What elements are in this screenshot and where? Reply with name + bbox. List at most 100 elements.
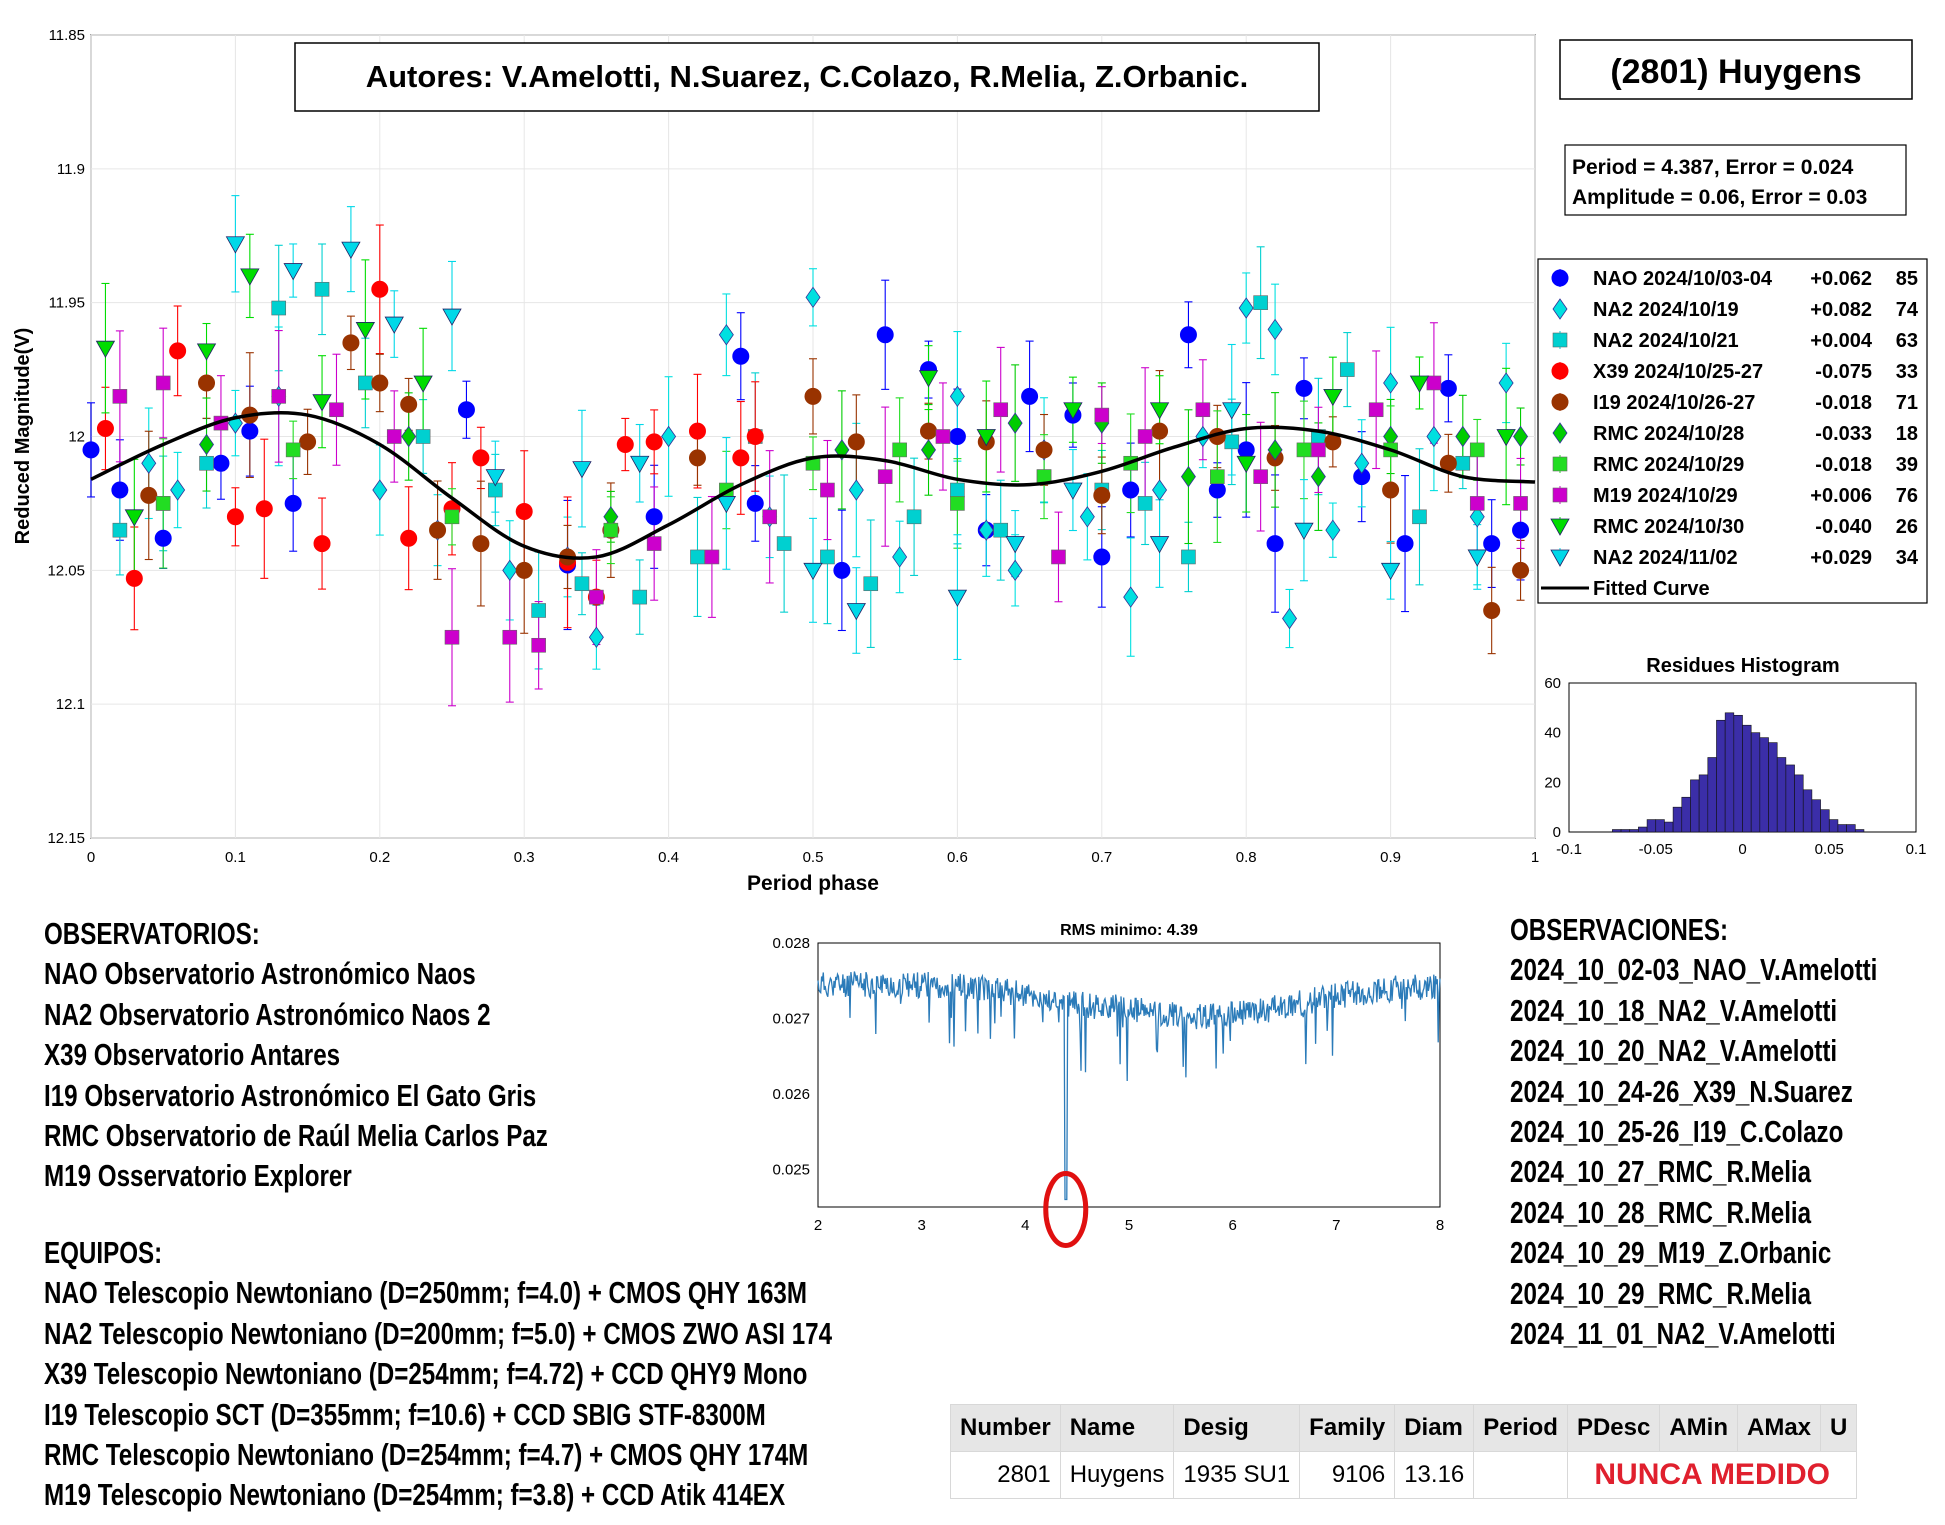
rms-x-tick: 6: [1228, 1217, 1236, 1234]
equipos-heading: EQUIPOS:: [44, 1235, 163, 1270]
data-point: [312, 394, 332, 412]
legend-label: RMC 2024/10/29: [1593, 454, 1744, 476]
data-point: [358, 375, 373, 391]
legend-offset: +0.004: [1810, 330, 1873, 352]
data-point: [1079, 506, 1095, 528]
y-tick-label: 11.95: [49, 295, 85, 312]
legend-count: 85: [1896, 268, 1918, 290]
legend-offset: +0.029: [1810, 547, 1872, 569]
data-point: [1295, 379, 1313, 397]
observaciones-heading: OBSERVACIONES:: [1510, 912, 1729, 947]
data-point: [1021, 387, 1039, 405]
data-point: [1005, 536, 1025, 554]
table-header: Desig: [1173, 1404, 1301, 1452]
data-point: [384, 316, 404, 334]
data-point: [1181, 549, 1196, 565]
data-point: [112, 389, 128, 404]
observatorio-item: I19 Observatorio Astronómico El Gato Gri…: [44, 1077, 537, 1113]
cell-number: 2801: [950, 1451, 1061, 1499]
data-point: [1496, 429, 1516, 447]
table-header: PDesc: [1566, 1404, 1661, 1452]
data-point: [1137, 496, 1153, 511]
data-point: [255, 500, 273, 518]
data-point: [776, 536, 792, 551]
data-point: [1455, 425, 1471, 448]
data-point: [1483, 601, 1501, 619]
data-point: [1222, 402, 1242, 420]
histogram-bar: [1698, 774, 1709, 833]
histogram-bar: [1733, 714, 1743, 833]
data-point: [429, 521, 447, 539]
observatorio-item: X39 Observatorio Antares: [44, 1037, 341, 1073]
histogram-bar: [1672, 806, 1683, 833]
observacion-item: 2024_10_28_RMC_R.Melia: [1510, 1194, 1812, 1230]
cell-period: [1473, 1451, 1568, 1499]
observaciones-block: OBSERVACIONES: 2024_10_02-03_NAO_V.Amelo…: [1510, 910, 1877, 1354]
histogram-title: Residues Histogram: [1646, 655, 1839, 677]
histogram-bar: [1820, 809, 1830, 833]
data-point: [732, 449, 750, 467]
histogram-y-tick: 60: [1544, 675, 1561, 692]
data-point: [762, 509, 777, 525]
legend-marker: [1552, 487, 1568, 503]
legend-count: 26: [1896, 516, 1918, 538]
data-point: [950, 482, 965, 498]
data-point: [1498, 372, 1514, 394]
data-point: [630, 455, 650, 474]
data-point: [1469, 442, 1485, 458]
data-point: [444, 509, 460, 525]
histogram-bar: [1612, 829, 1622, 833]
histogram-x-tick: -0.05: [1639, 841, 1673, 858]
x-tick-label: 0.8: [1236, 849, 1257, 866]
rms-x-tick: 3: [917, 1217, 925, 1234]
data-point: [1296, 442, 1312, 458]
authors-text: Autores: V.Amelotti, N.Suarez, C.Colazo,…: [366, 59, 1249, 94]
data-point: [271, 389, 287, 404]
legend-label: NA2 2024/10/21: [1593, 330, 1739, 352]
table-header: Period: [1473, 1404, 1568, 1452]
cell-family: 9106: [1299, 1451, 1396, 1499]
x-tick-label: 0: [87, 849, 95, 866]
rms-ticks: 2 3 4 5 6 7 8 0.025 0.026 0.027 0.028: [772, 935, 1444, 1234]
data-point: [947, 589, 968, 607]
data-point: [169, 342, 187, 360]
histogram-bar: [1768, 742, 1778, 833]
legend-marker: [1551, 362, 1569, 380]
data-point: [341, 241, 361, 259]
histogram-x-tick: 0.05: [1815, 841, 1844, 858]
fit-info-box: [1564, 144, 1907, 216]
observatorios-block: OBSERVATORIOS: NAO Observatorio Astronóm…: [44, 914, 548, 1197]
data-point: [978, 519, 994, 541]
data-point: [847, 433, 865, 451]
rms-y-tick: 0.028: [772, 935, 810, 952]
data-point: [803, 562, 823, 581]
fitted-curve: [90, 410, 1536, 560]
data-point: [1467, 549, 1487, 567]
data-point: [1455, 455, 1471, 471]
data-point: [1149, 402, 1170, 420]
data-point: [1007, 412, 1023, 434]
data-point: [1122, 481, 1140, 499]
data-point: [1152, 479, 1168, 501]
data-point: [283, 263, 303, 281]
legend-count: 76: [1896, 485, 1918, 507]
histogram-bar: [1785, 764, 1795, 833]
data-point: [355, 322, 376, 340]
data-point: [515, 561, 533, 579]
data-point: [1354, 452, 1370, 474]
data-point: [198, 374, 216, 392]
legend-count: 71: [1896, 392, 1918, 414]
rms-y-tick: 0.027: [772, 1010, 810, 1027]
data-point: [588, 626, 604, 648]
data-point: [314, 281, 330, 297]
observatorio-item: NA2 Observatorio Astronómico Naos 2: [44, 996, 491, 1032]
data-point: [1236, 455, 1256, 474]
legend-marker: [1551, 269, 1569, 287]
legend-marker: [1552, 422, 1568, 444]
data-point: [1137, 429, 1153, 444]
data-point: [96, 419, 114, 437]
rms-x-tick: 8: [1436, 1217, 1444, 1234]
data-point: [125, 569, 143, 587]
data-point: [616, 436, 634, 454]
data-point: [1266, 535, 1284, 553]
